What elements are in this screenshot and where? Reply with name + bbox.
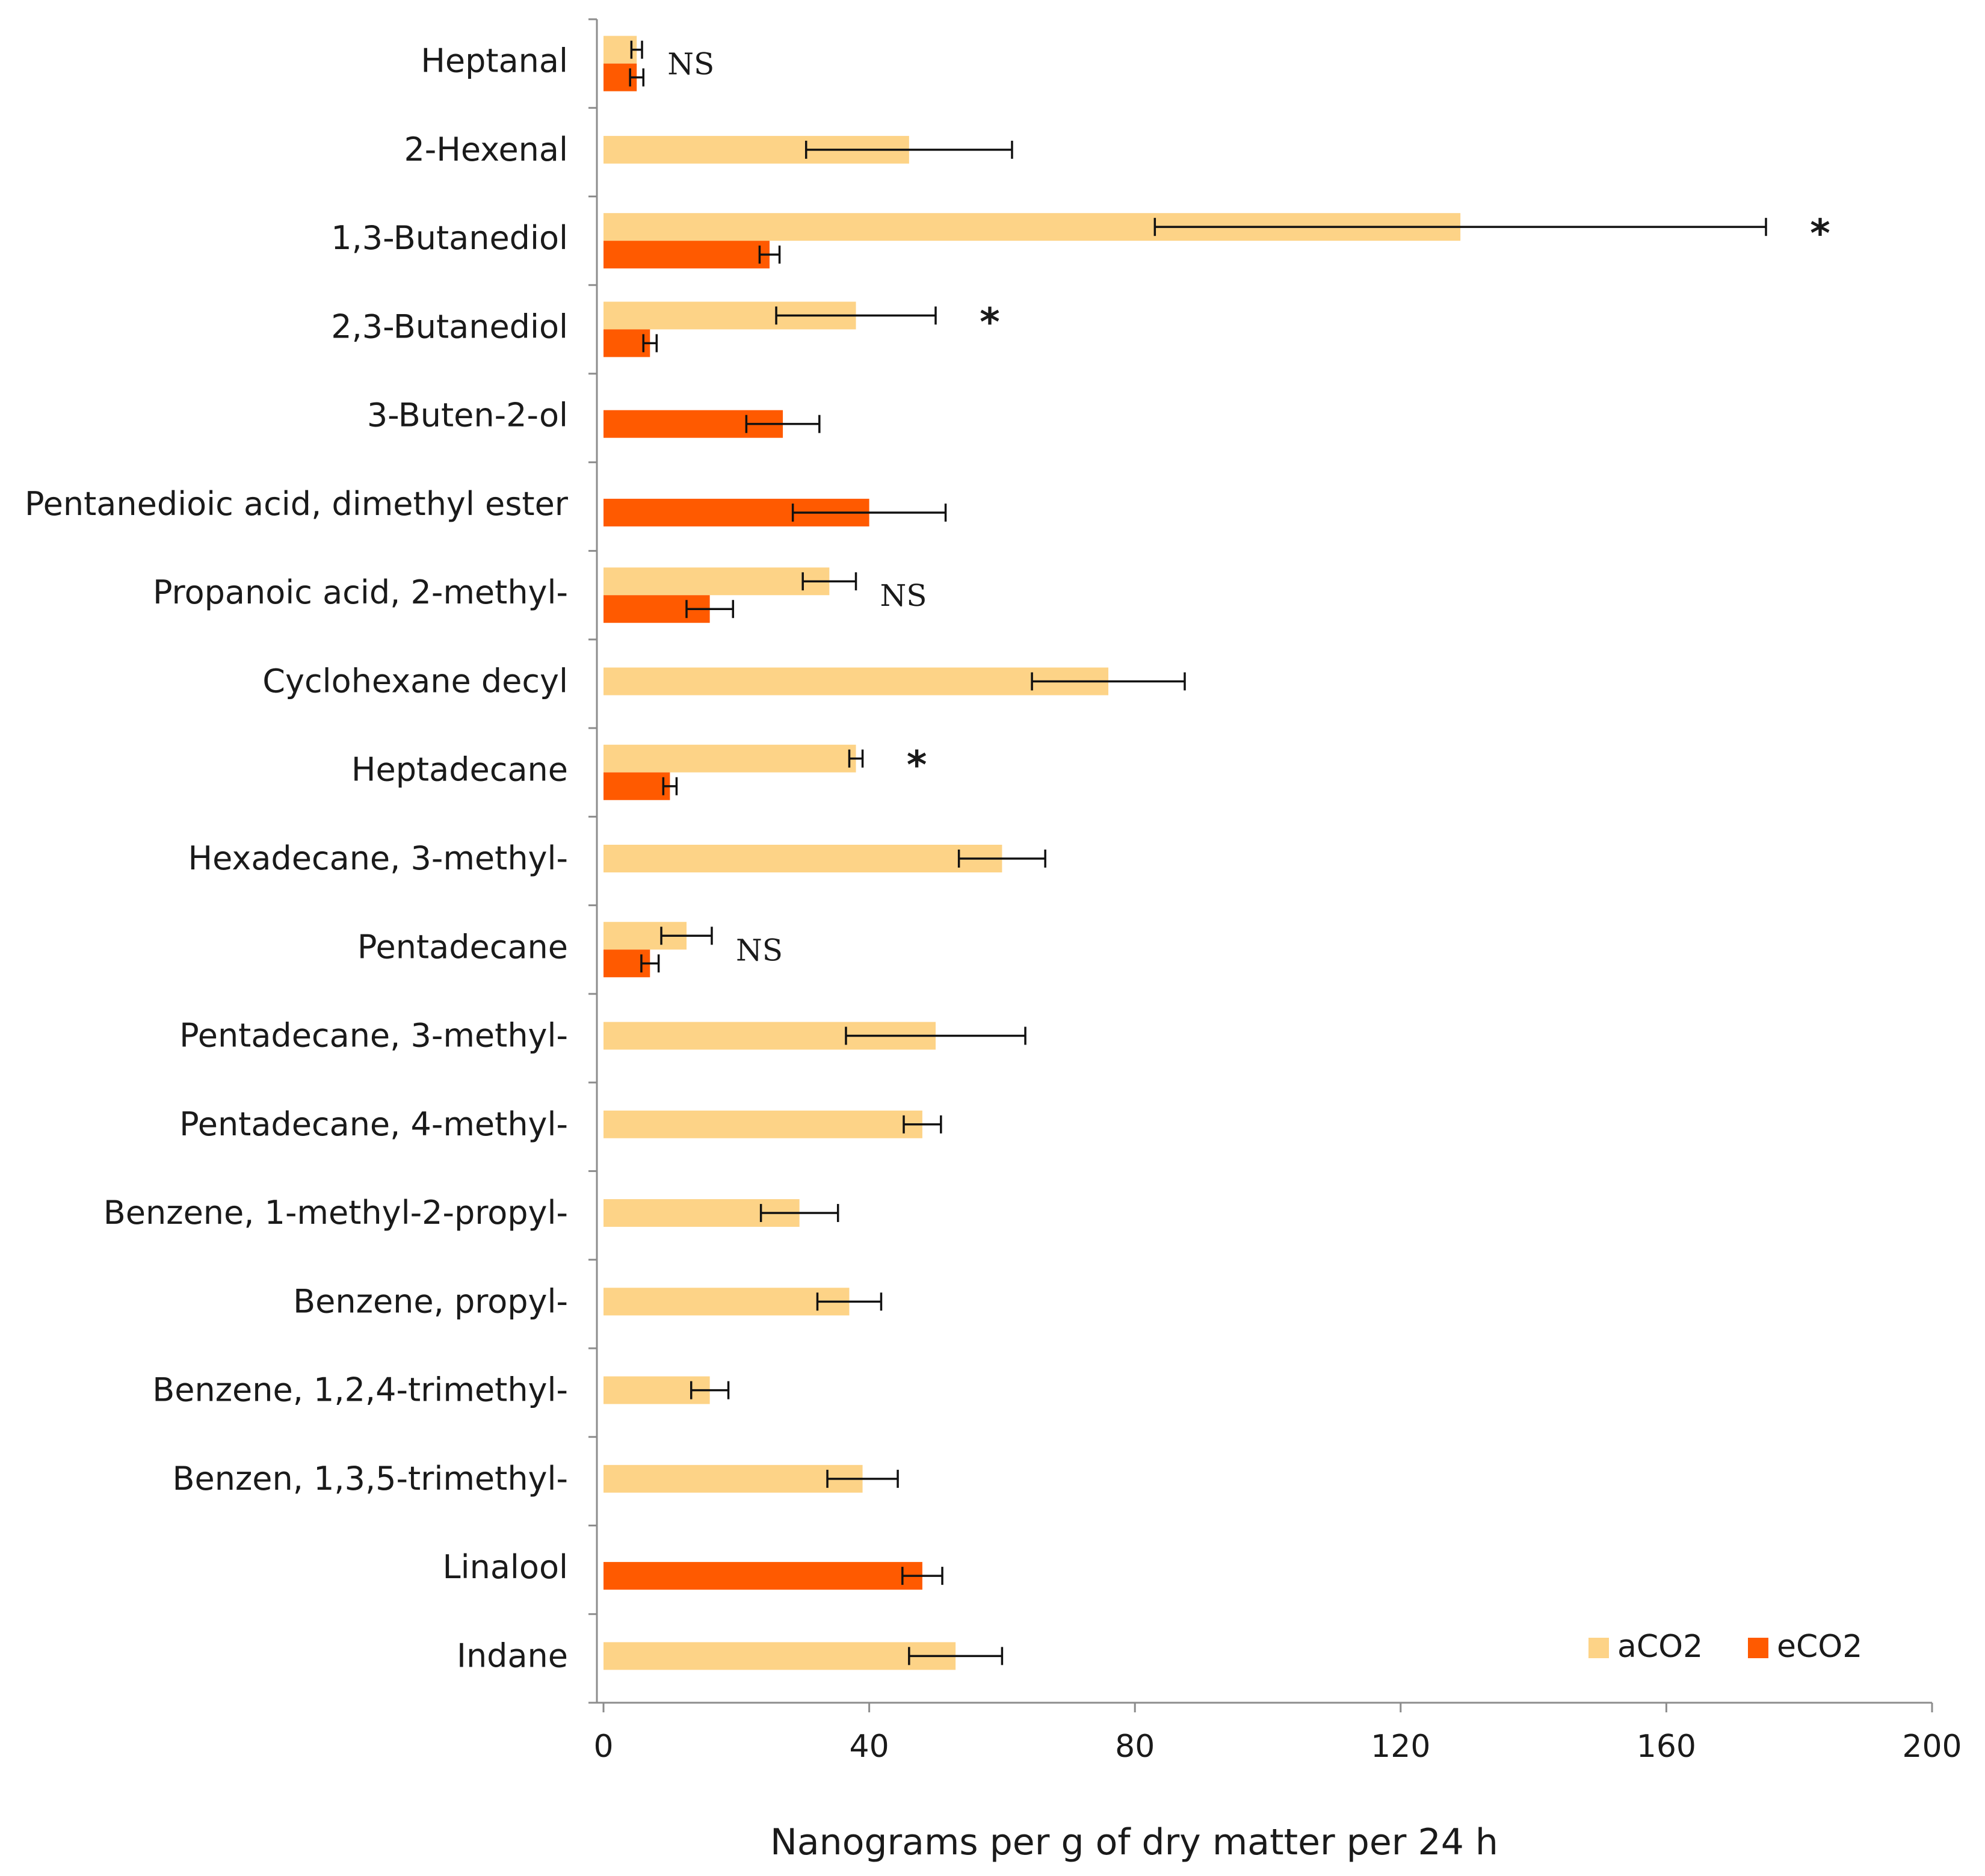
category-label: Pentadecane, 3-methyl-: [179, 1017, 568, 1055]
axes: [588, 18, 1933, 1712]
bar-aCO2: [604, 667, 1109, 696]
bar-eCO2: [604, 1562, 922, 1590]
category-label: Heptanal: [421, 42, 568, 80]
category-label: 1,3-Butanediol: [331, 219, 568, 257]
significance-star: *: [1810, 212, 1830, 256]
bar-aCO2: [604, 1288, 850, 1316]
x-tick-label: 80: [1115, 1729, 1155, 1765]
bar-aCO2: [604, 845, 1002, 872]
significance-ns: NS: [736, 933, 783, 967]
x-tick-label: 120: [1371, 1729, 1430, 1765]
x-axis-title: Nanograms per g of dry matter per 24 h: [770, 1821, 1498, 1863]
legend-swatch-aCO2: [1588, 1638, 1609, 1658]
x-tick-label: 40: [850, 1729, 889, 1765]
category-label: Benzene, propyl-: [293, 1282, 568, 1320]
error-bars: [629, 40, 1767, 1665]
bar-aCO2: [604, 1110, 922, 1138]
x-tick-label: 160: [1637, 1729, 1696, 1765]
significance-ns: NS: [880, 578, 927, 613]
significance-markers: NS * * NS * NS: [667, 47, 1830, 968]
category-label: Hexadecane, 3-methyl-: [188, 839, 569, 877]
significance-star: *: [980, 300, 999, 345]
category-label: 3-Buten-2-ol: [367, 396, 568, 434]
category-label: Cyclohexane decyl: [262, 662, 568, 700]
category-label: Heptadecane: [351, 751, 568, 789]
legend: aCO2 eCO2: [1588, 1629, 1862, 1665]
category-label: 2,3-Butanediol: [331, 307, 568, 345]
category-label: 2-Hexenal: [404, 131, 568, 168]
category-label: Pentadecane: [357, 928, 568, 966]
category-label: Benzene, 1,2,4-trimethyl-: [152, 1371, 568, 1409]
bar-aCO2: [604, 1642, 956, 1670]
category-label: Pentadecane, 4-methyl-: [179, 1105, 568, 1143]
category-label: Indane: [457, 1637, 568, 1674]
category-labels: Heptanal 2-Hexenal 1,3-Butanediol 2,3-Butan…: [25, 42, 569, 1675]
significance-star: *: [907, 744, 927, 788]
bar-aCO2: [604, 1464, 863, 1493]
bar-eCO2: [604, 241, 770, 269]
legend-swatch-eCO2: [1748, 1638, 1768, 1658]
bars: [604, 35, 1461, 1670]
x-tick-label: 200: [1902, 1729, 1962, 1765]
category-label: Propanoic acid, 2-methyl-: [153, 573, 568, 611]
significance-ns: NS: [667, 47, 714, 82]
legend-label-aCO2: aCO2: [1617, 1629, 1703, 1665]
category-label: Pentanedioic acid, dimethyl ester: [25, 485, 569, 523]
bar-eCO2: [604, 329, 650, 357]
category-label: Benzen, 1,3,5-trimethyl-: [172, 1460, 568, 1498]
category-label: Benzene, 1-methyl-2-propyl-: [103, 1194, 568, 1232]
x-tick-label: 0: [593, 1729, 613, 1765]
bar-eCO2: [604, 772, 670, 800]
x-tick-labels: 0 40 80 120 160 200: [593, 1729, 1962, 1765]
legend-label-eCO2: eCO2: [1777, 1629, 1862, 1665]
bar-aCO2: [604, 567, 830, 596]
category-label: Linalool: [443, 1548, 569, 1586]
bar-aCO2: [604, 744, 856, 773]
